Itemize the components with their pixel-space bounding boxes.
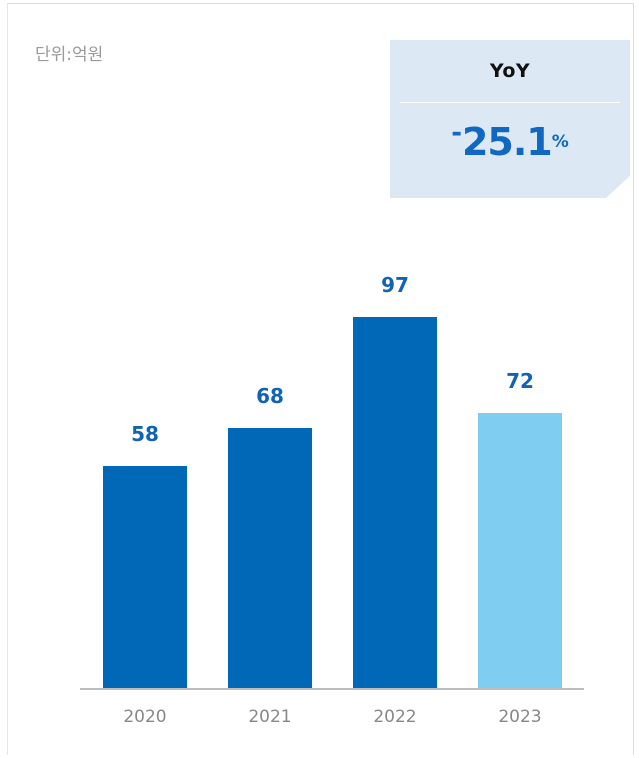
x-tick-label-2022: 2022 bbox=[373, 707, 417, 727]
bar-value-label-2022: 97 bbox=[381, 273, 409, 298]
yoy-divider bbox=[400, 102, 620, 103]
x-tick-label-2020: 2020 bbox=[123, 707, 167, 727]
yoy-number: 25.1 bbox=[461, 120, 553, 164]
bar-value-label-2023: 72 bbox=[506, 368, 534, 393]
x-tick-label-2023: 2023 bbox=[498, 707, 542, 727]
yoy-sign: - bbox=[451, 118, 462, 148]
x-axis-baseline bbox=[80, 688, 584, 690]
x-tick-label-2021: 2021 bbox=[248, 707, 292, 727]
yoy-badge: YoY -25.1% bbox=[390, 40, 630, 198]
yoy-percent-sign: % bbox=[551, 132, 569, 152]
bar-2022 bbox=[353, 317, 437, 688]
unit-label: 단위:억원 bbox=[35, 45, 104, 65]
bar-2023 bbox=[478, 412, 562, 688]
yoy-title: YoY bbox=[489, 60, 531, 82]
bar-2020 bbox=[103, 466, 187, 688]
yoy-value: -25.1% bbox=[390, 118, 630, 164]
bar-value-label-2021: 68 bbox=[256, 383, 284, 408]
bar-2021 bbox=[228, 427, 312, 688]
bar-value-label-2020: 58 bbox=[131, 422, 159, 447]
